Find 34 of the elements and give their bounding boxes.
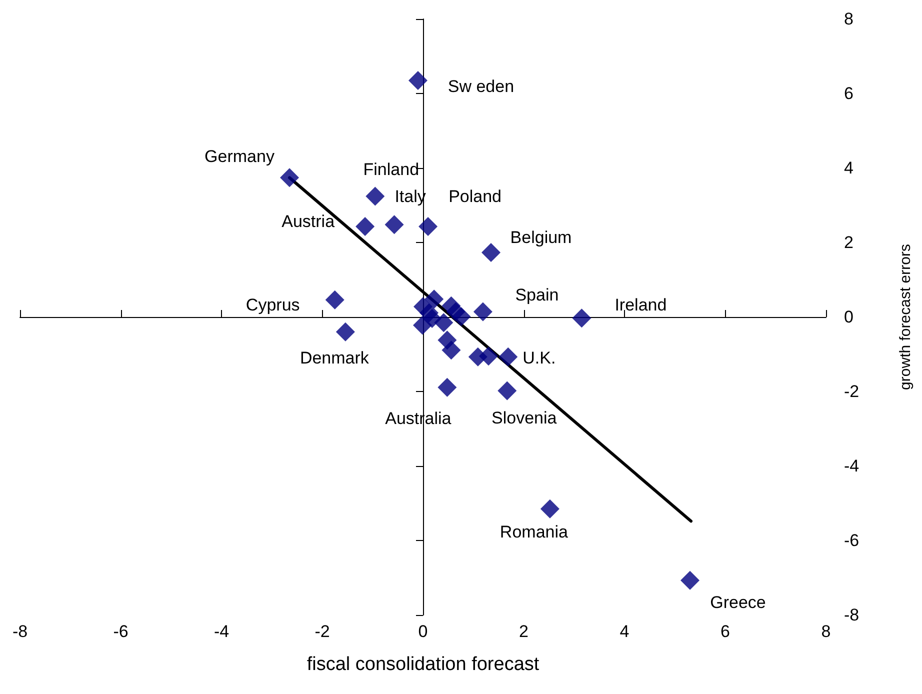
annotation: Sw eden (448, 76, 514, 96)
y-tick-label: -4 (844, 456, 860, 476)
y-tick-label: 4 (844, 158, 854, 178)
annotation: Greece (710, 592, 766, 612)
y-tick-label: -8 (844, 606, 860, 624)
x-tick-label: 2 (519, 622, 528, 641)
annotation: Slovenia (492, 408, 558, 428)
x-tick-label: -2 (314, 622, 330, 641)
x-tick-label: 4 (620, 622, 630, 641)
y-tick-label: 2 (844, 233, 854, 252)
annotation: Germany (204, 147, 275, 166)
y-tick-label: 0 (844, 308, 854, 326)
annotation: Finland (363, 160, 420, 179)
y-tick-label: -6 (844, 531, 860, 550)
x-tick-label: 6 (720, 622, 730, 641)
annotation: U.K. (522, 348, 556, 368)
y-axis-title: growth forecast errors (897, 244, 914, 390)
annotation: Ireland (614, 296, 667, 315)
x-tick-label: -4 (214, 622, 230, 641)
annotation: Belgium (510, 228, 572, 248)
x-axis-title: fiscal consolidation forecast (306, 654, 540, 675)
annotation: Austria (282, 212, 336, 231)
x-tick-label: -8 (12, 622, 28, 641)
annotation: Romania (500, 522, 568, 542)
annotation: Cyprus (246, 295, 300, 314)
x-tick-label: -6 (113, 622, 128, 641)
y-tick-label: -2 (844, 382, 860, 401)
x-tick-label: 8 (821, 622, 831, 641)
x-tick-label: 0 (418, 622, 428, 641)
annotation: Spain (515, 285, 559, 304)
y-tick-label: 6 (844, 84, 854, 103)
annotation: Poland (448, 186, 502, 206)
y-tick-label: 8 (844, 10, 854, 28)
annotation: Denmark (300, 348, 370, 368)
